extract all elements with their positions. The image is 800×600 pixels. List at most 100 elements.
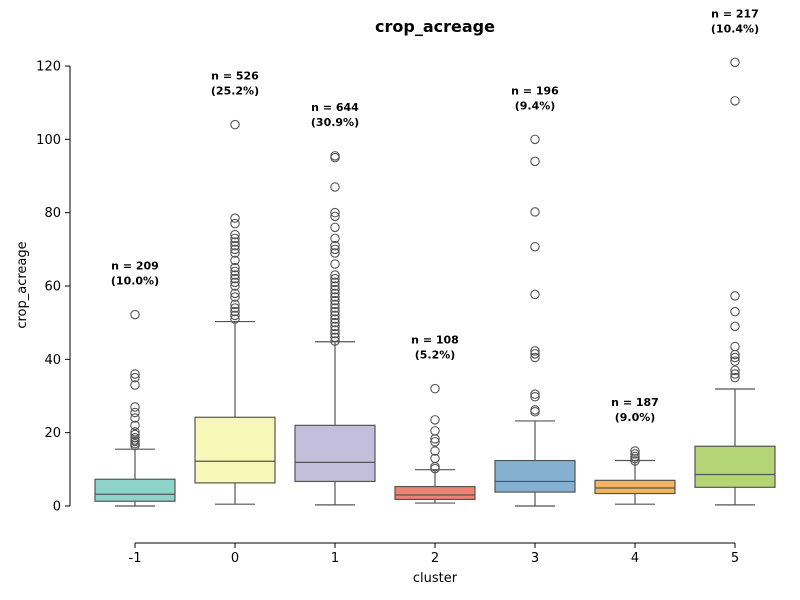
outlier-point: [230, 213, 240, 223]
outlier-point: [230, 288, 240, 299]
outlier-point: [330, 207, 340, 218]
outlier-point: [330, 273, 340, 284]
outlier-point: [530, 346, 540, 356]
outlier-point: [230, 119, 240, 130]
outlier-point: [530, 289, 540, 300]
outlier-point: [430, 383, 440, 394]
outlier-point: [130, 413, 140, 423]
outlier-point: [130, 433, 140, 443]
boxes-layer: [94, 57, 776, 507]
outlier-point: [730, 372, 740, 383]
outlier-point: [430, 415, 440, 425]
iqr-box: [594, 479, 676, 495]
outlier-point: [530, 242, 540, 252]
x-tick-label: 3: [531, 551, 539, 566]
outlier-point: [230, 240, 240, 251]
outlier-point: [330, 303, 340, 313]
outlier-point: [130, 372, 140, 383]
outlier-point: [230, 262, 240, 273]
outlier-point: [330, 281, 340, 291]
outlier-point: [330, 321, 340, 332]
chart-title: crop_acreage: [375, 17, 495, 36]
outlier-point: [330, 233, 340, 244]
outlier-point: [530, 405, 540, 415]
outlier-point: [530, 352, 540, 363]
count-label: n = 526: [211, 70, 259, 83]
outlier-point: [130, 369, 140, 379]
iqr-box: [94, 478, 176, 502]
outlier-point: [730, 365, 740, 376]
outlier-point: [230, 229, 240, 240]
outlier-point: [230, 306, 240, 317]
outlier-point: [230, 292, 240, 302]
outlier-point: [730, 291, 740, 301]
count-label: n = 196: [511, 84, 559, 97]
outlier-point: [330, 325, 340, 335]
outlier-point: [230, 281, 240, 291]
outlier-point: [730, 341, 740, 352]
outlier-point: [130, 380, 140, 390]
outlier-point: [230, 218, 240, 229]
y-tick-label: 20: [44, 426, 61, 441]
outlier-point: [630, 449, 640, 459]
outlier-point: [330, 314, 340, 324]
outlier-point: [130, 427, 140, 437]
outlier-point: [730, 306, 740, 317]
percent-label: (9.0%): [615, 411, 656, 424]
x-tick-label: 5: [731, 551, 739, 566]
outlier-point: [230, 248, 240, 258]
y-tick-label: 0: [53, 500, 61, 515]
outlier-point: [330, 336, 340, 346]
outlier-point: [130, 309, 140, 320]
outlier-point: [230, 255, 240, 266]
y-tick-label: 60: [44, 280, 61, 295]
outlier-point: [130, 429, 140, 440]
iqr-box: [694, 445, 776, 488]
percent-label: (25.2%): [211, 85, 259, 98]
outlier-point: [430, 426, 440, 436]
outlier-point: [330, 211, 340, 222]
outlier-point: [430, 437, 440, 447]
x-axis: -1 0 1 2 3 4 5: [129, 542, 739, 566]
outlier-point: [730, 352, 740, 363]
y-axis: 0 20 40 60 80 100 120: [36, 60, 71, 515]
outlier-point: [630, 446, 640, 456]
box-group-cluster-5: [694, 57, 776, 506]
y-axis-label: crop_acreage: [15, 241, 30, 328]
count-label: n = 209: [111, 260, 159, 273]
outlier-point: [330, 288, 340, 299]
outlier-point: [330, 317, 340, 328]
x-tick-label: 4: [631, 551, 639, 566]
outlier-point: [330, 270, 340, 280]
outlier-point: [530, 349, 540, 359]
iqr-box: [494, 459, 576, 493]
outlier-point: [430, 446, 440, 456]
x-tick-label: -1: [129, 551, 142, 566]
outlier-point: [230, 244, 240, 255]
outlier-point: [230, 310, 240, 321]
outlier-point: [630, 451, 640, 462]
outlier-point: [730, 369, 740, 379]
percent-label: (10.0%): [111, 275, 159, 288]
outlier-point: [330, 277, 340, 288]
iqr-box: [194, 416, 276, 484]
count-label: n = 108: [411, 334, 459, 347]
y-tick-label: 80: [44, 206, 61, 221]
outlier-point: [230, 303, 240, 313]
box-group-cluster--1: [94, 309, 176, 507]
outlier-point: [230, 237, 240, 247]
percent-label: (9.4%): [515, 99, 556, 112]
outlier-point: [730, 96, 740, 106]
percent-label: (30.9%): [311, 116, 359, 129]
outlier-point: [530, 407, 540, 417]
count-label: n = 217: [711, 7, 759, 20]
outlier-point: [330, 259, 340, 269]
outlier-point: [330, 182, 340, 192]
outlier-point: [730, 356, 740, 366]
box-group-cluster-4: [594, 446, 676, 505]
outlier-point: [730, 321, 740, 332]
outlier-point: [230, 277, 240, 288]
outlier-point: [530, 156, 540, 167]
outlier-point: [330, 310, 340, 321]
outlier-point: [330, 244, 340, 255]
